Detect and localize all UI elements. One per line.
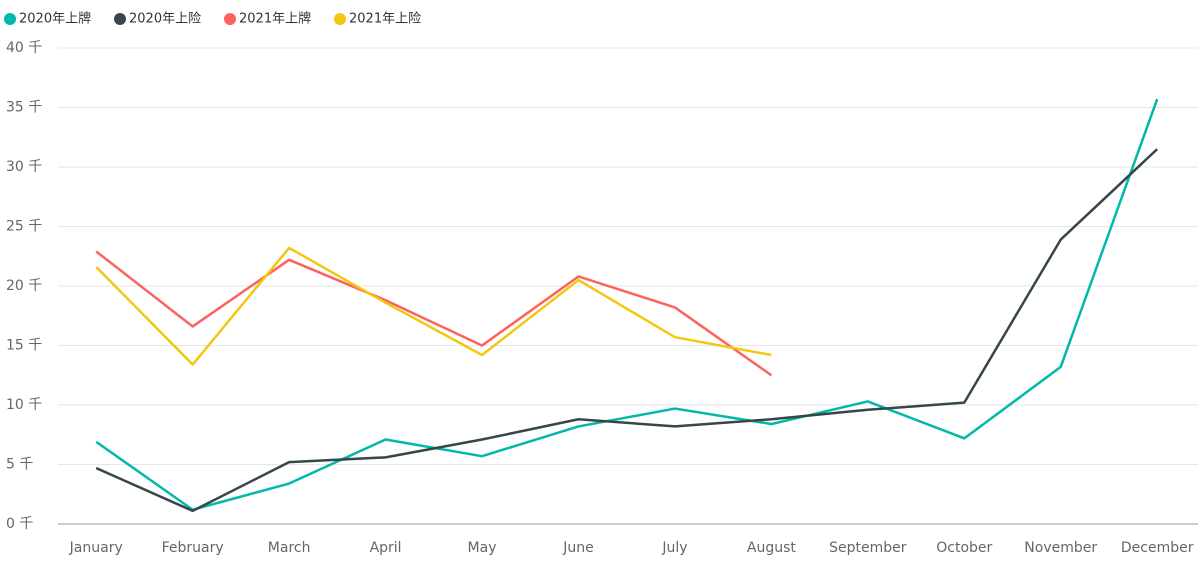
x-tick-label: March [268, 540, 311, 556]
legend-label: 2021年上牌 [239, 11, 311, 27]
y-tick-label: 20 千 [6, 278, 42, 294]
y-tick-label: 35 千 [6, 100, 42, 116]
legend-marker [334, 13, 346, 25]
x-tick-label: June [562, 540, 594, 556]
x-tick-label: November [1024, 540, 1097, 556]
y-tick-label: 10 千 [6, 397, 42, 413]
x-tick-label: September [829, 540, 907, 556]
y-tick-label: 0 千 [6, 516, 33, 532]
legend-label: 2021年上险 [349, 12, 421, 27]
x-tick-label: December [1121, 540, 1194, 556]
x-tick-label: August [747, 540, 797, 556]
x-tick-label: January [69, 540, 123, 556]
series-line [95, 246, 772, 366]
y-tick-label: 15 千 [6, 338, 42, 354]
y-tick-label: 40 千 [6, 40, 42, 56]
legend: 2020年上牌 2020年上险 2021年上牌 2021年上险 [4, 11, 421, 27]
y-tick-label: 30 千 [6, 159, 42, 175]
x-tick-label: April [370, 540, 402, 556]
legend-label: 2020年上牌 [19, 11, 91, 27]
legend-marker [114, 13, 126, 25]
legend-marker [4, 13, 16, 25]
legend-label: 2020年上险 [129, 12, 201, 27]
y-tick-label: 5 千 [6, 457, 33, 473]
x-tick-label: October [936, 540, 992, 556]
series-line [95, 148, 1159, 513]
x-tick-label: July [661, 540, 687, 556]
series-line [95, 250, 773, 377]
series-line [95, 98, 1159, 511]
y-tick-label: 25 千 [6, 219, 42, 235]
x-tick-label: May [468, 540, 497, 556]
x-tick-label: February [162, 540, 224, 556]
legend-marker [224, 13, 236, 25]
